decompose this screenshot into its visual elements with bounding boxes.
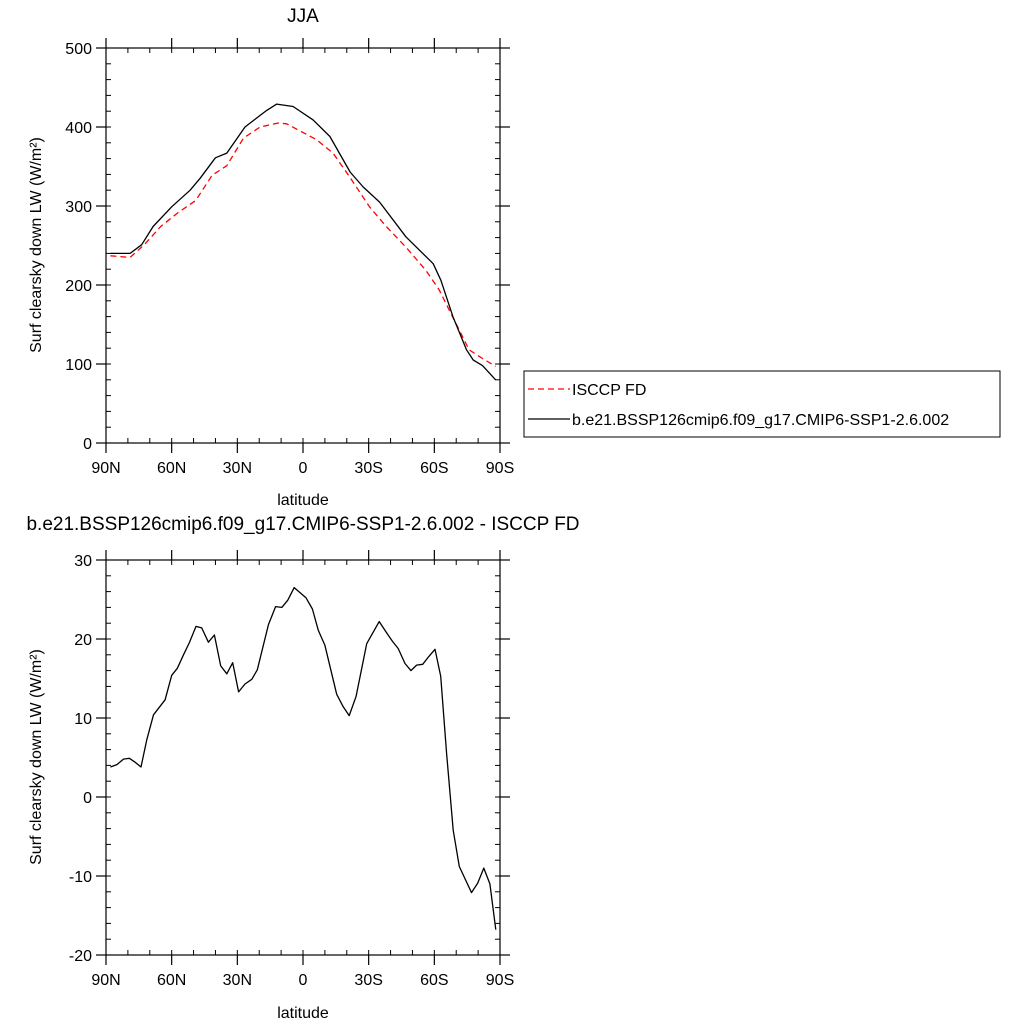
top-panel: JJA latitude Surf clearsky down LW (W/m²…	[28, 6, 514, 509]
bottom-panel-ylabel: Surf clearsky down LW (W/m²)	[28, 649, 45, 865]
top-y-tick-label: 400	[65, 120, 92, 137]
top-x-tick-label: 60N	[157, 460, 186, 477]
bottom-y-tick-label: -20	[69, 948, 92, 965]
top-y-tick-label: 100	[65, 357, 92, 374]
bottom-x-tick-label: 0	[299, 972, 308, 989]
top-y-tick-label: 300	[65, 199, 92, 216]
bottom-y-tick-label: 30	[74, 553, 92, 570]
top-panel-xlabel: latitude	[277, 492, 329, 509]
bottom-y-tick-label: 0	[83, 790, 92, 807]
bottom-y-tick-label: 10	[74, 711, 92, 728]
top-y-tick-label: 500	[65, 41, 92, 58]
top-series-line-1	[110, 103, 497, 381]
top-panel-ylabel: Surf clearsky down LW (W/m²)	[28, 137, 45, 353]
bottom-x-tick-label: 30S	[354, 972, 382, 989]
top-x-tick-label: 90S	[486, 460, 514, 477]
bottom-x-tick-label: 30N	[223, 972, 252, 989]
legend-label-model: b.e21.BSSP126cmip6.f09_g17.CMIP6-SSP1-2.…	[572, 412, 949, 429]
bottom-plot-frame	[105, 559, 501, 956]
top-y-tick-label: 0	[83, 436, 92, 453]
bottom-series-line-0	[110, 586, 497, 930]
bottom-x-tick-label: 90N	[91, 972, 120, 989]
bottom-y-tick-label: -10	[69, 869, 92, 886]
top-plot-frame	[105, 47, 501, 444]
legend-box	[523, 370, 1001, 438]
top-x-tick-label: 0	[299, 460, 308, 477]
bottom-x-tick-label: 90S	[486, 972, 514, 989]
bottom-x-tick-label: 60S	[420, 972, 448, 989]
top-y-tick-label: 200	[65, 278, 92, 295]
top-panel-title: JJA	[287, 6, 319, 27]
bottom-y-tick-label: 20	[74, 632, 92, 649]
legend-label-isccp: ISCCP FD	[572, 382, 646, 399]
top-x-tick-label: 60S	[420, 460, 448, 477]
bottom-x-tick-label: 60N	[157, 972, 186, 989]
top-x-tick-label: 30N	[223, 460, 252, 477]
top-x-tick-label: 90N	[91, 460, 120, 477]
top-x-tick-label: 30S	[354, 460, 382, 477]
bottom-panel: b.e21.BSSP126cmip6.f09_g17.CMIP6-SSP1-2.…	[26, 514, 579, 1022]
bottom-panel-xlabel: latitude	[277, 1005, 329, 1022]
bottom-panel-title: b.e21.BSSP126cmip6.f09_g17.CMIP6-SSP1-2.…	[26, 514, 579, 535]
top-series-line-0	[110, 122, 496, 367]
legend: ISCCP FD b.e21.BSSP126cmip6.f09_g17.CMIP…	[523, 370, 1001, 438]
